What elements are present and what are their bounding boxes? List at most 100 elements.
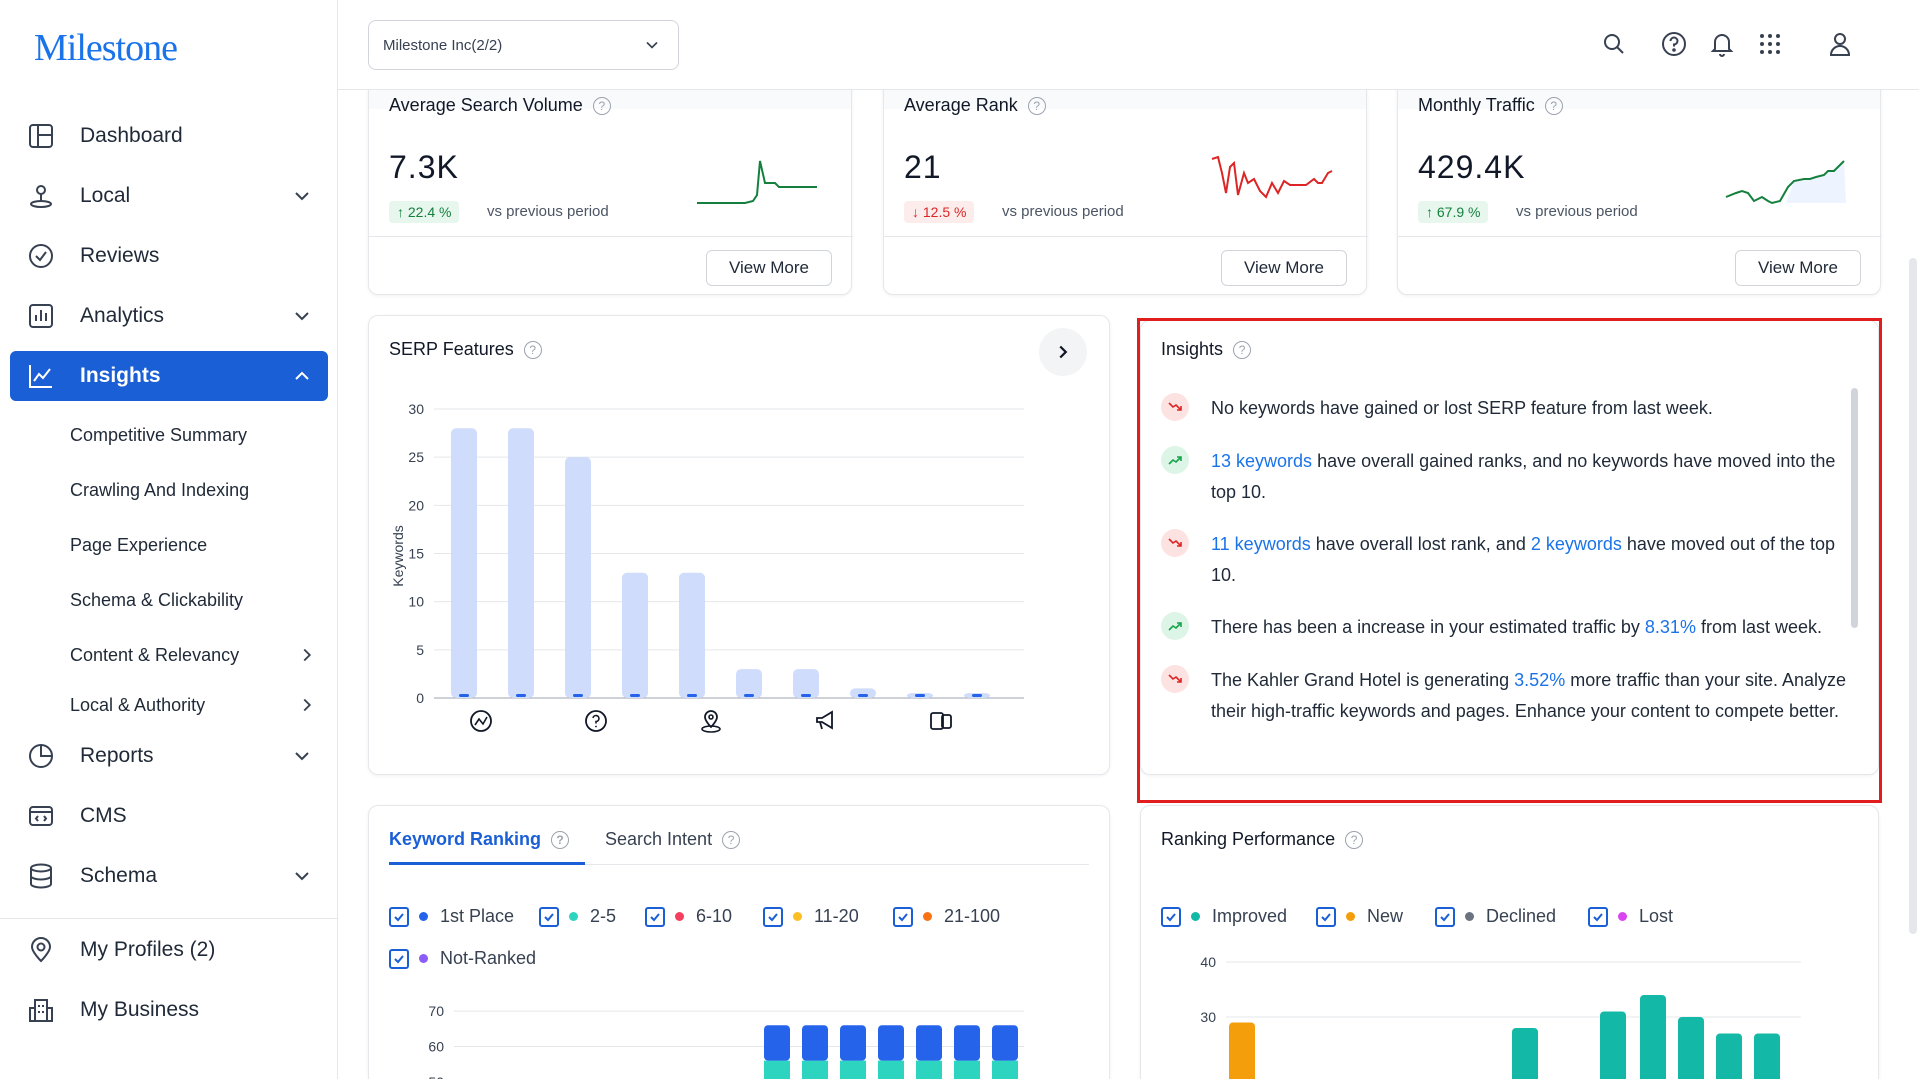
legend-checkbox[interactable]: 11-20 — [763, 906, 859, 927]
sidebar-item-local[interactable]: Local — [10, 171, 328, 221]
insight-link[interactable]: 11 keywords — [1211, 534, 1311, 554]
chevron-right-icon[interactable] — [296, 694, 318, 716]
chevron-up-icon[interactable] — [290, 364, 314, 388]
help-icon[interactable]: ? — [551, 831, 570, 850]
page-scrollbar[interactable] — [1909, 258, 1917, 934]
search-icon[interactable] — [1600, 30, 1628, 58]
checkbox-checked-icon[interactable] — [389, 906, 409, 927]
bar-segment-1st-place[interactable] — [802, 1025, 828, 1061]
sidebar-subitem-competitive-summary[interactable]: Competitive Summary — [70, 415, 330, 455]
organization-select[interactable]: Milestone Inc(2/2) — [368, 20, 679, 70]
bar-segment-2-5[interactable] — [802, 1060, 828, 1079]
help-icon[interactable] — [1660, 30, 1688, 58]
sidebar-item-reviews[interactable]: Reviews — [10, 231, 328, 281]
insight-link[interactable]: 13 keywords — [1211, 451, 1313, 471]
mobile-devices-icon[interactable] — [930, 712, 952, 730]
serp-bar[interactable] — [736, 669, 762, 698]
bar-segment-2-5[interactable] — [916, 1060, 942, 1079]
serp-bar-secondary[interactable] — [972, 694, 982, 697]
bar-segment-1st-place[interactable] — [840, 1025, 866, 1061]
legend-checkbox[interactable]: 6-10 — [645, 906, 732, 927]
help-icon[interactable]: ? — [592, 97, 611, 116]
serp-bar-secondary[interactable] — [630, 694, 640, 697]
help-icon[interactable]: ? — [523, 341, 542, 360]
bar-improved[interactable] — [1600, 1011, 1626, 1079]
sidebar-subitem-page-experience[interactable]: Page Experience — [70, 525, 330, 565]
bar-segment-1st-place[interactable] — [878, 1025, 904, 1061]
sidebar-item-my-business[interactable]: My Business — [10, 985, 328, 1035]
insights-scrollbar[interactable] — [1851, 388, 1858, 628]
legend-checkbox[interactable]: Lost — [1588, 906, 1673, 927]
help-icon[interactable]: ? — [1233, 341, 1252, 360]
checkbox-checked-icon[interactable] — [1435, 906, 1455, 927]
apps-grid-icon[interactable] — [1756, 30, 1784, 58]
serp-bar[interactable] — [850, 688, 876, 698]
bar-improved[interactable] — [1754, 1033, 1780, 1079]
bar-segment-1st-place[interactable] — [764, 1025, 790, 1061]
sidebar-subitem-local-authority[interactable]: Local & Authority — [70, 685, 330, 725]
serp-bar-secondary[interactable] — [915, 694, 925, 697]
checkbox-checked-icon[interactable] — [1316, 906, 1336, 927]
legend-checkbox[interactable]: 21-100 — [893, 906, 1000, 927]
chevron-right-icon[interactable] — [296, 644, 318, 666]
sidebar-item-reports[interactable]: Reports — [10, 731, 328, 781]
chevron-down-icon[interactable] — [290, 184, 314, 208]
serp-bar[interactable] — [679, 572, 705, 698]
legend-checkbox[interactable]: 1st Place — [389, 906, 514, 927]
legend-checkbox[interactable]: Declined — [1435, 906, 1556, 927]
faq-question-icon[interactable] — [585, 710, 607, 732]
bar-improved[interactable] — [1640, 995, 1666, 1079]
bar-segment-2-5[interactable] — [878, 1060, 904, 1079]
chevron-down-icon[interactable] — [290, 304, 314, 328]
insight-link[interactable]: 3.52% — [1514, 670, 1566, 690]
checkbox-checked-icon[interactable] — [893, 906, 913, 927]
checkbox-checked-icon[interactable] — [645, 906, 665, 927]
bar-segment-1st-place[interactable] — [992, 1025, 1018, 1061]
serp-bar-secondary[interactable] — [801, 694, 811, 697]
help-icon[interactable]: ? — [1544, 97, 1563, 116]
insight-link[interactable]: 2 keywords — [1530, 534, 1622, 554]
view-more-button[interactable]: View More — [706, 250, 832, 286]
serp-next-button[interactable] — [1039, 328, 1087, 376]
bar-segment-1st-place[interactable] — [916, 1025, 942, 1061]
legend-checkbox[interactable]: Not-Ranked — [389, 948, 536, 969]
checkbox-checked-icon[interactable] — [539, 906, 559, 927]
tab-keyword-ranking[interactable]: Keyword Ranking? — [389, 829, 570, 850]
serp-bar-secondary[interactable] — [573, 694, 583, 697]
sidebar-item-schema[interactable]: Schema — [10, 851, 328, 901]
bar-improved[interactable] — [1716, 1033, 1742, 1079]
chevron-down-icon[interactable] — [290, 864, 314, 888]
bar-improved[interactable] — [1512, 1028, 1538, 1079]
checkbox-checked-icon[interactable] — [1588, 906, 1608, 927]
legend-checkbox[interactable]: New — [1316, 906, 1403, 927]
sidebar-subitem-schema-clickability[interactable]: Schema & Clickability — [70, 580, 330, 620]
local-pack-pin-icon[interactable] — [701, 710, 721, 733]
sidebar-item-my-profiles[interactable]: My Profiles (2) — [10, 925, 328, 975]
serp-bar[interactable] — [793, 669, 819, 698]
bell-icon[interactable] — [1708, 30, 1736, 58]
help-icon[interactable]: ? — [722, 831, 741, 850]
help-icon[interactable]: ? — [1027, 97, 1046, 116]
chevron-down-icon[interactable] — [290, 744, 314, 768]
bar-new[interactable] — [1229, 1022, 1255, 1079]
ads-megaphone-icon[interactable] — [816, 710, 833, 730]
serp-bar[interactable] — [565, 457, 591, 698]
legend-checkbox[interactable]: Improved — [1161, 906, 1287, 927]
bar-improved[interactable] — [1678, 1017, 1704, 1079]
view-more-button[interactable]: View More — [1735, 250, 1861, 286]
tab-search-intent[interactable]: Search Intent? — [605, 829, 741, 850]
checkbox-checked-icon[interactable] — [389, 948, 409, 969]
milestone-logo[interactable]: Milestone — [34, 27, 178, 69]
bar-segment-2-5[interactable] — [840, 1060, 866, 1079]
serp-bar[interactable] — [451, 428, 477, 698]
insight-link[interactable]: 8.31% — [1644, 617, 1696, 637]
checkbox-checked-icon[interactable] — [763, 906, 783, 927]
legend-checkbox[interactable]: 2-5 — [539, 906, 616, 927]
bar-segment-2-5[interactable] — [764, 1060, 790, 1079]
serp-bar-secondary[interactable] — [516, 694, 526, 697]
serp-bar-secondary[interactable] — [459, 694, 469, 697]
serp-bar-secondary[interactable] — [687, 694, 697, 697]
sidebar-item-cms[interactable]: CMS — [10, 791, 328, 841]
sidebar-item-insights[interactable]: Insights — [10, 351, 328, 401]
serp-bar[interactable] — [508, 428, 534, 698]
